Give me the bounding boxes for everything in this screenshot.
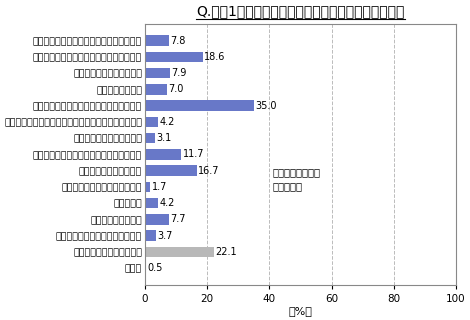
Text: 11.7: 11.7 xyxy=(182,149,204,159)
Bar xyxy=(145,247,214,257)
Bar xyxy=(145,100,254,111)
X-axis label: （%）: （%） xyxy=(289,306,313,316)
Text: 16.7: 16.7 xyxy=(198,166,219,176)
Text: 0.5: 0.5 xyxy=(148,263,163,273)
Bar xyxy=(145,165,197,176)
Bar xyxy=(145,230,157,241)
Bar xyxy=(145,263,147,274)
Bar xyxy=(145,52,203,62)
Text: 35.0: 35.0 xyxy=(255,101,276,111)
Text: 3.1: 3.1 xyxy=(156,133,171,143)
Text: 7.7: 7.7 xyxy=(170,214,186,224)
Text: 7.9: 7.9 xyxy=(171,68,186,78)
Text: 7.8: 7.8 xyxy=(171,36,186,46)
Text: 4.2: 4.2 xyxy=(159,117,175,127)
Text: ：自宅でなべ料理
を食べる人: ：自宅でなべ料理 を食べる人 xyxy=(273,167,321,191)
Bar xyxy=(145,36,169,46)
Bar xyxy=(145,117,158,127)
Text: 7.0: 7.0 xyxy=(168,84,183,94)
Text: 22.1: 22.1 xyxy=(215,247,236,257)
Text: 3.7: 3.7 xyxy=(158,231,173,241)
Bar xyxy=(145,182,150,192)
Text: 4.2: 4.2 xyxy=(159,198,175,208)
Bar xyxy=(145,198,158,209)
Bar xyxy=(145,214,169,225)
Text: 1.7: 1.7 xyxy=(151,182,167,192)
Bar xyxy=(145,84,167,95)
Bar xyxy=(145,68,170,78)
Text: 18.6: 18.6 xyxy=(204,52,226,62)
Bar xyxy=(145,133,155,143)
Title: Q.直近1年以内に、市販の鍋つゆを利用しましたか？: Q.直近1年以内に、市販の鍋つゆを利用しましたか？ xyxy=(196,4,405,18)
Bar xyxy=(145,149,181,160)
